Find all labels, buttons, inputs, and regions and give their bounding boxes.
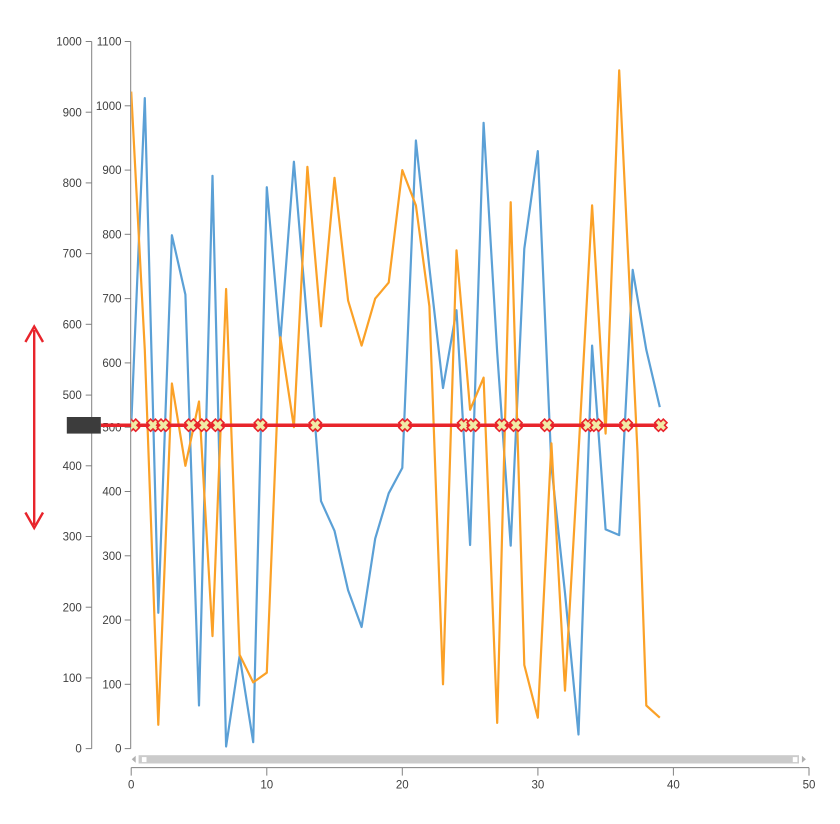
svg-text:900: 900 — [102, 165, 121, 177]
svg-text:0: 0 — [128, 780, 134, 792]
svg-text:700: 700 — [63, 249, 82, 261]
svg-text:800: 800 — [102, 229, 121, 241]
svg-text:400: 400 — [63, 461, 82, 473]
svg-text:300: 300 — [102, 551, 121, 563]
svg-text:30: 30 — [532, 780, 545, 792]
svg-text:50: 50 — [803, 780, 816, 792]
svg-text:20: 20 — [396, 780, 409, 792]
svg-text:40: 40 — [667, 780, 680, 792]
svg-text:300: 300 — [63, 532, 82, 544]
svg-text:0: 0 — [115, 744, 121, 756]
svg-text:10: 10 — [260, 780, 273, 792]
svg-text:500: 500 — [63, 390, 82, 402]
svg-text:600: 600 — [63, 319, 82, 331]
svg-text:800: 800 — [63, 178, 82, 190]
svg-text:1100: 1100 — [97, 37, 122, 49]
svg-text:100: 100 — [102, 679, 121, 691]
svg-text:600: 600 — [102, 358, 121, 370]
svg-text:700: 700 — [102, 294, 121, 306]
svg-text:0: 0 — [75, 744, 81, 756]
svg-text:900: 900 — [63, 107, 82, 119]
svg-text:1000: 1000 — [96, 101, 122, 113]
svg-text:400: 400 — [102, 487, 121, 499]
svg-text:100: 100 — [63, 673, 82, 685]
svg-text:200: 200 — [102, 615, 121, 627]
svg-text:1000: 1000 — [56, 37, 82, 49]
svg-text:200: 200 — [63, 602, 82, 614]
